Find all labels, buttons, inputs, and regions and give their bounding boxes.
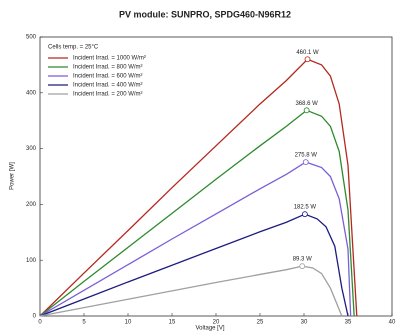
mpp-marker: [304, 56, 311, 63]
chart-title: PV module: SUNPRO, SPDG460-N96R12: [119, 9, 291, 19]
x-tick-label: 0: [38, 320, 42, 326]
x-tick-label: 30: [301, 320, 308, 326]
x-tick-label: 15: [169, 320, 176, 326]
mpp-label: 460.1 W: [296, 50, 319, 56]
mpp-marker: [303, 107, 310, 114]
x-axis-label: Voltage [V]: [195, 326, 224, 332]
mpp-marker: [302, 159, 309, 166]
y-tick-label: 0: [33, 314, 37, 320]
mpp-marker: [299, 263, 306, 270]
x-tick-label: 10: [125, 320, 132, 326]
legend-label: Incident Irrad. = 200 W/m²: [73, 92, 143, 98]
legend-label: Incident Irrad. = 800 W/m²: [73, 65, 143, 71]
y-tick-label: 500: [26, 35, 37, 41]
power-curve: [39, 58, 358, 317]
x-tick-label: 35: [345, 320, 352, 326]
power-curve: [39, 213, 349, 317]
x-tick-label: 40: [389, 320, 396, 326]
legend-label: Incident Irrad. = 600 W/m²: [73, 74, 143, 80]
power-curve: [39, 109, 355, 317]
x-tick-label: 5: [82, 320, 86, 326]
y-tick-label: 300: [26, 146, 37, 152]
mpp-label: 368.6 W: [295, 101, 318, 107]
mpp-label: 89.3 W: [293, 257, 312, 263]
mpp-label: 182.5 W: [294, 205, 317, 211]
y-tick-label: 100: [26, 258, 37, 264]
y-axis-label: Power [W]: [10, 162, 16, 190]
power-curve: [39, 265, 343, 317]
power-curve: [39, 161, 352, 317]
mpp-marker: [301, 211, 308, 218]
mpp-label: 275.8 W: [295, 153, 318, 159]
x-tick-label: 20: [213, 320, 220, 326]
legend-label: Incident Irrad. = 400 W/m²: [73, 83, 143, 89]
legend-label: Incident Irrad. = 1000 W/m²: [73, 56, 146, 62]
x-tick-label: 25: [257, 320, 264, 326]
y-tick-label: 200: [26, 202, 37, 208]
y-tick-label: 400: [26, 90, 37, 96]
legend-title: Cells temp. = 25°C: [48, 45, 99, 51]
